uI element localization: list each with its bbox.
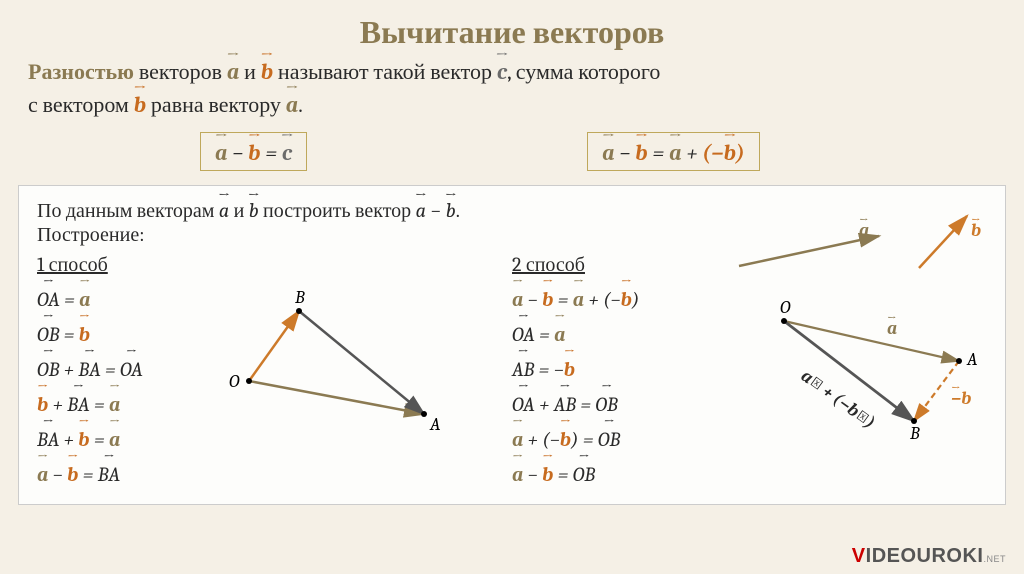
videouroki-logo: VIDEOUROKI.NET [852, 545, 1006, 568]
method-1-heading: 1 способ [37, 249, 512, 280]
vec-b: b [261, 55, 273, 88]
method-1: 1 способ OA = a OB = b OB + BA = OA b + … [37, 249, 512, 490]
page-title: Вычитание векторов [0, 0, 1024, 51]
definition-text: Разностью векторов a и b называют такой … [0, 51, 1024, 130]
formula-1: a − b = c [200, 132, 307, 171]
method-2: 2 способ a − b = a + (−b) OA = a AB = −b… [512, 249, 987, 490]
formula-row: a − b = c a − b = a + (−b) [0, 130, 1024, 185]
content-box: По данным векторам a и b построить векто… [18, 185, 1006, 505]
vec-c: c [497, 55, 507, 88]
vec-a: a [227, 55, 239, 88]
definition-keyword: Разностью [28, 59, 134, 85]
task-text: По данным векторам a и b построить векто… [37, 196, 987, 223]
construction-label: Построение: [37, 223, 987, 247]
formula-2: a − b = a + (−b) [587, 132, 760, 171]
